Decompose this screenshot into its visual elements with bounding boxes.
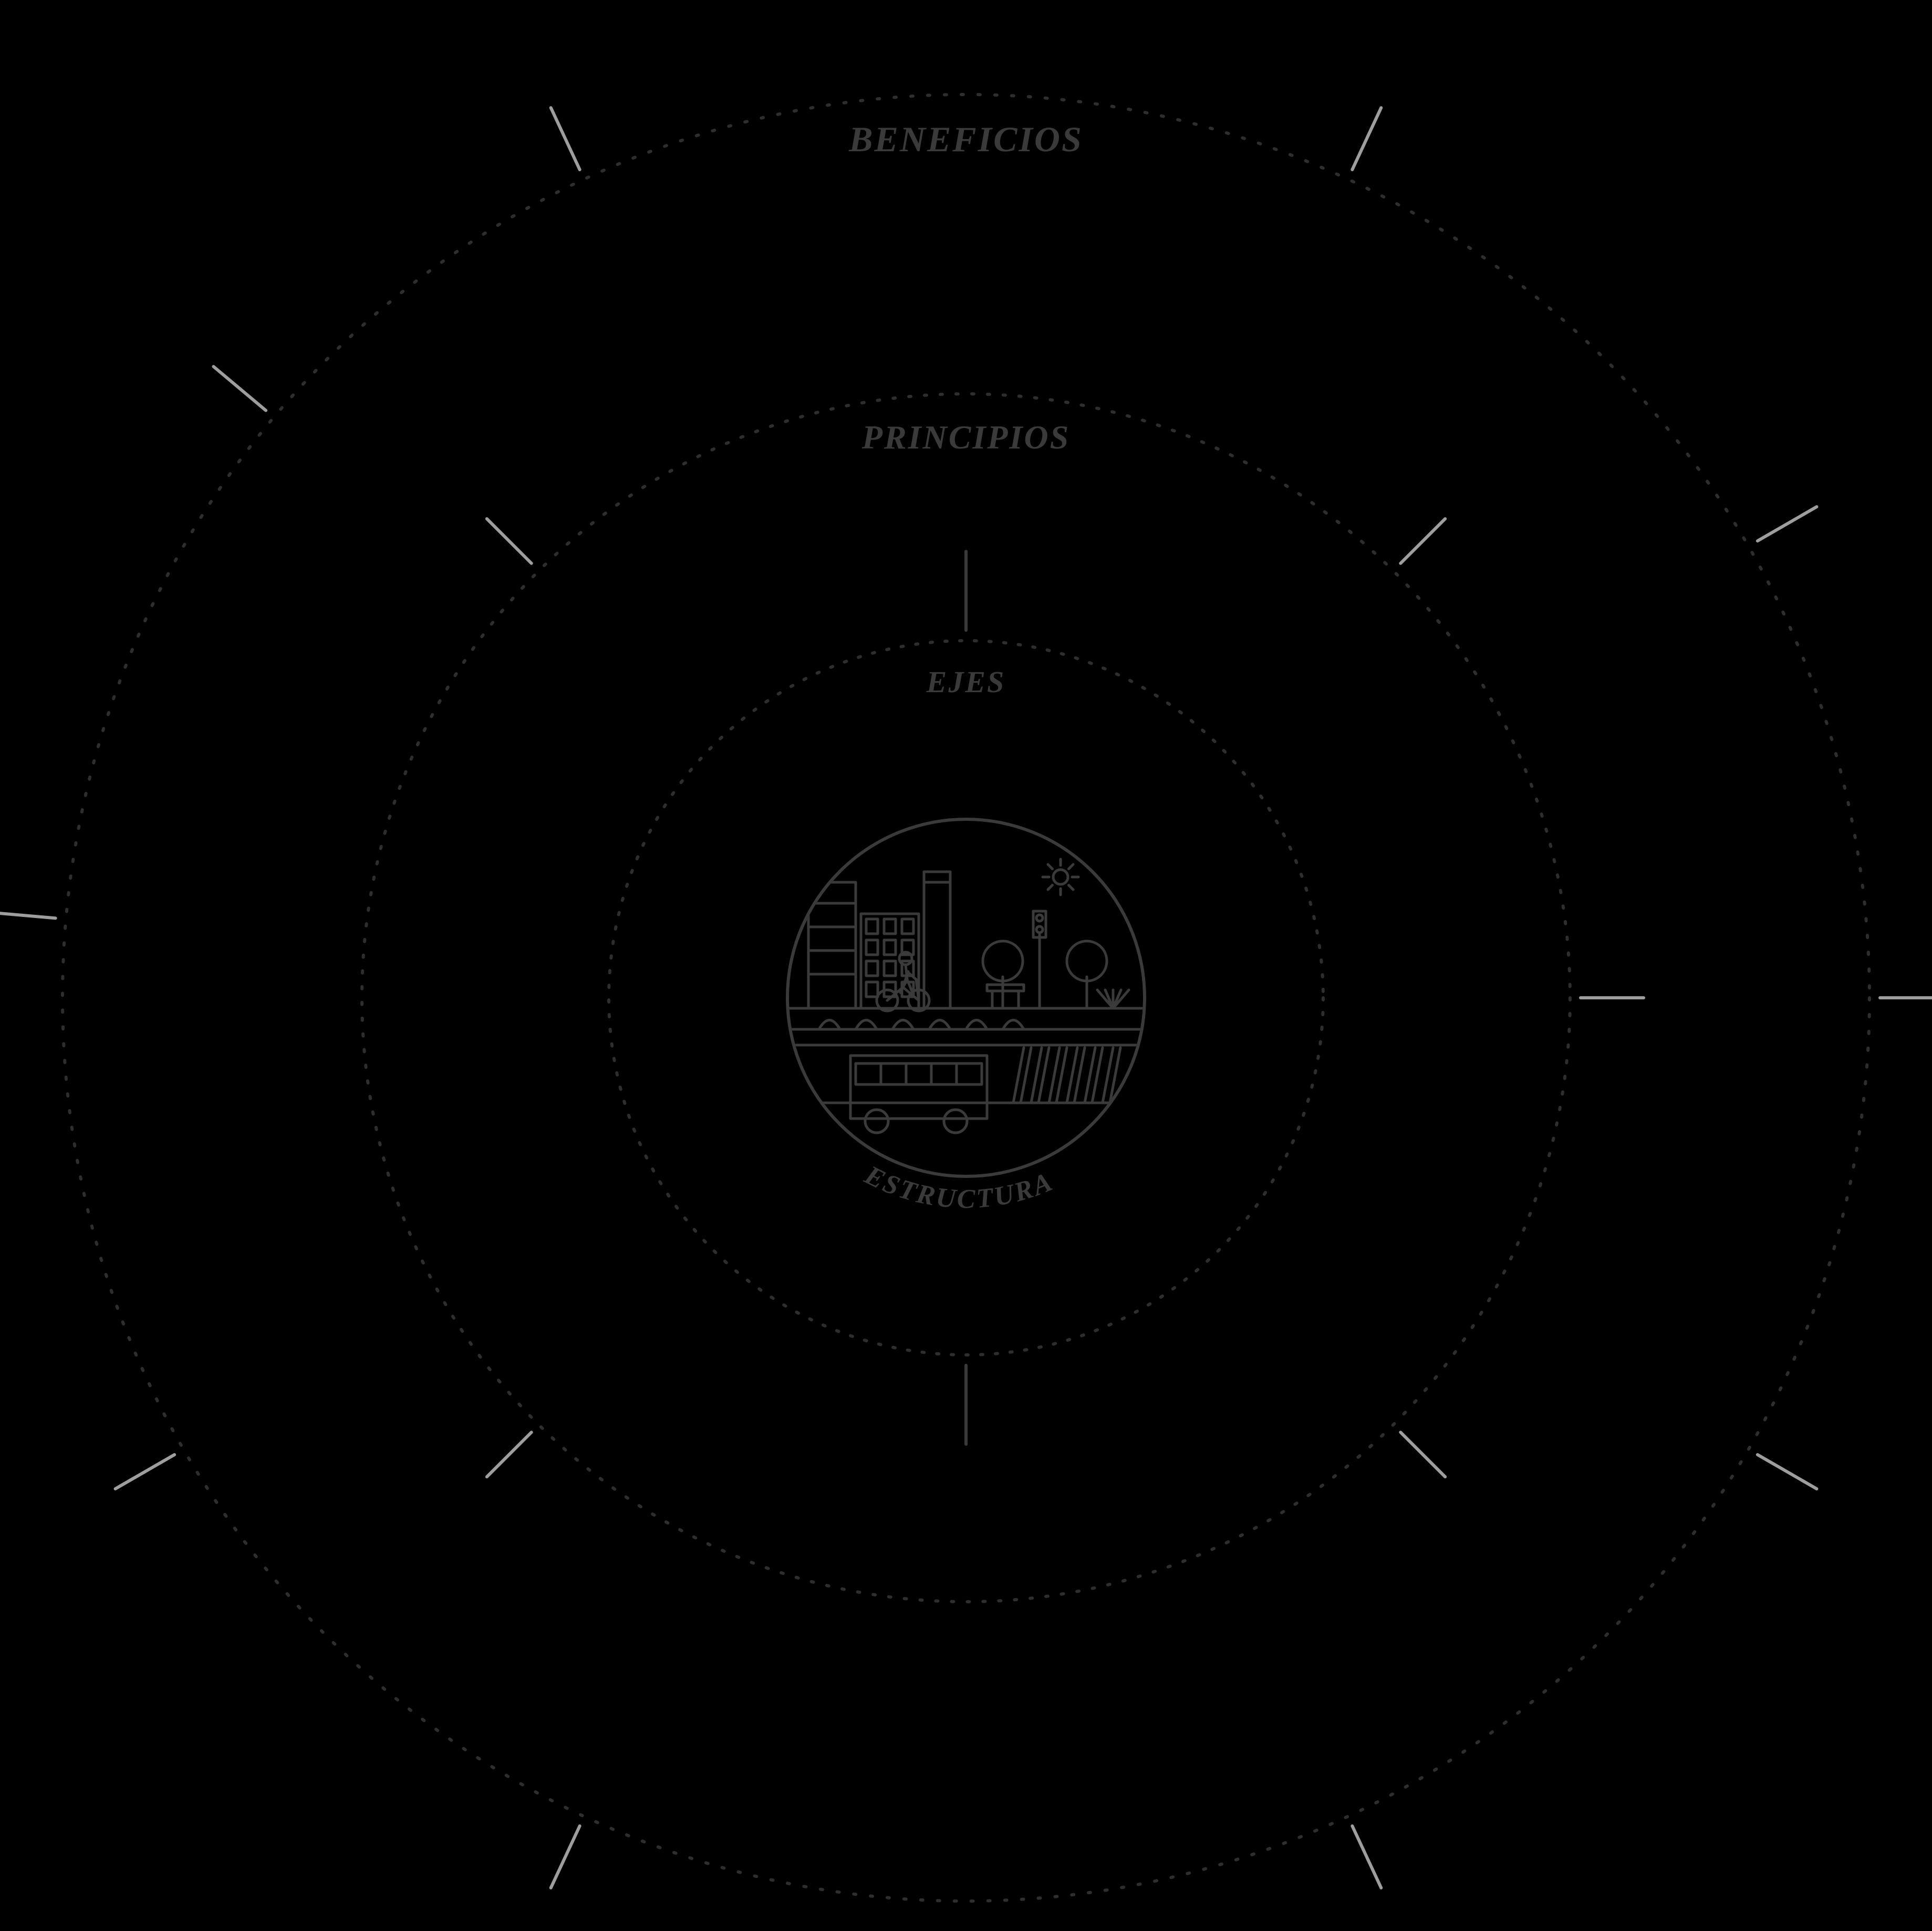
background bbox=[0, 0, 1932, 1931]
diagram-canvas: BENEFICIOSPRINCIPIOSEJESINFRAESTRUCTURA … bbox=[0, 0, 1932, 1931]
ring-label-middle: PRINCIPIOS bbox=[861, 419, 1070, 456]
ring-label-inner: EJES bbox=[926, 665, 1006, 699]
ring-label-outer: BENEFICIOS bbox=[848, 119, 1083, 159]
